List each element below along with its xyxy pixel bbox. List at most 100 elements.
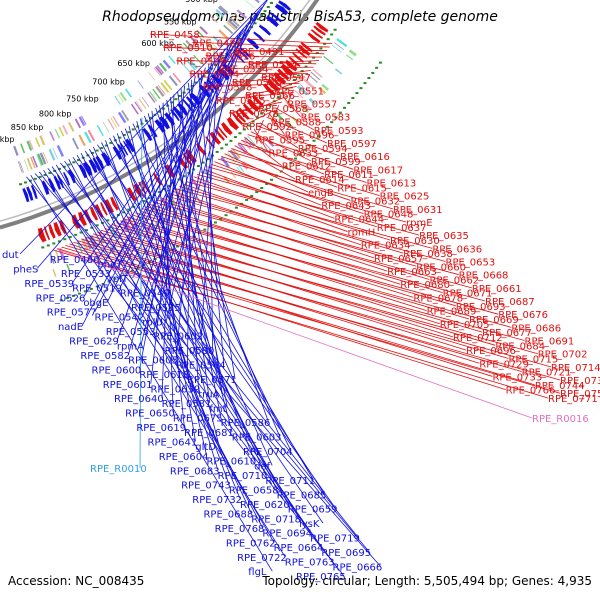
reverse-gene-label: RPE_0763 [285, 558, 335, 569]
forward-gene-label: RPE_0643 [321, 201, 371, 212]
dot-marker [95, 224, 99, 227]
reverse-cog-block [135, 100, 144, 112]
reverse-cog-block [96, 124, 104, 137]
reverse-gene-label: RPE_0695 [321, 548, 371, 559]
inner-cog-block [54, 128, 61, 139]
dot-marker [260, 14, 264, 17]
dot-marker [57, 167, 61, 170]
kbp-tick-label: 900 kbp [0, 135, 15, 144]
reverse-cog-block [130, 103, 139, 115]
forward-gene-label: RPE_0756 [560, 389, 600, 400]
forward-leader-line [217, 158, 393, 210]
forward-gene-label: RPE_0578 [229, 109, 279, 120]
dot-marker [48, 171, 52, 174]
forward-gene-label: RPE_0617 [353, 165, 403, 176]
forward-cog-block [273, 110, 284, 121]
outer-cog-block [66, 263, 71, 272]
forward-cog-block [334, 42, 345, 51]
reverse-gene-label: RPE_0619 [136, 423, 186, 434]
reverse-gene-label: RPE_0683 [170, 466, 220, 477]
kbp-tick-label: 750 kbp [66, 94, 99, 103]
forward-gene-label: RPE_0689 [427, 307, 477, 318]
reverse-leader-line [60, 162, 359, 538]
forward-leader-line [253, 128, 269, 153]
forward-cog-block [123, 218, 132, 231]
forward-gene-arrow [250, 94, 264, 108]
reverse-leader-line [167, 24, 248, 293]
kbp-tick-label: 700 kbp [92, 78, 125, 87]
dot-marker [300, 70, 304, 73]
reverse-gene-label: RPE_0610 [206, 457, 256, 468]
forward-leader-line [275, 107, 315, 131]
label-leader-lines [19, 0, 561, 577]
dot-marker [186, 88, 190, 91]
dot-marker [255, 116, 259, 119]
reverse-gene-arrow [142, 126, 154, 142]
dot-marker [90, 151, 94, 154]
dot-marker [95, 285, 99, 288]
reverse-leader-line [55, 164, 275, 543]
dot-marker [33, 177, 37, 180]
dot-marker [79, 231, 83, 234]
forward-gene-label: RPE_0771 [548, 394, 598, 405]
reverse-gene-arrow [189, 91, 202, 106]
forward-gene-label: RPE_0715 [508, 354, 558, 365]
dot-marker [224, 214, 228, 217]
dot-marker [170, 101, 174, 104]
forward-gene-label: RPE_0638 [403, 249, 453, 260]
reverse-cog-block [19, 161, 24, 173]
forward-gene-label: rpmH [348, 228, 376, 239]
forward-gene-label: RPE_0557 [287, 99, 337, 110]
inner-cog-block [80, 115, 87, 125]
forward-gene-label: RPE_0678 [413, 293, 463, 304]
forward-gene-label: RPE_0593 [314, 126, 364, 137]
reverse-gene-label: RPE_0688 [203, 510, 253, 521]
forward-gene-arrow [225, 116, 240, 132]
forward-leader-line [247, 60, 320, 65]
forward-cog-block [160, 197, 170, 210]
accession-text: Accession: NC_008435 [8, 574, 145, 588]
dot-marker [363, 82, 367, 85]
forward-gene-arrow [306, 32, 321, 44]
forward-gene-label: RPE_0551 [274, 86, 324, 97]
dot-marker [38, 175, 42, 178]
forward-gene-label: RPE_0524 [248, 60, 298, 71]
dot-marker [206, 158, 210, 161]
reverse-gene-label: dut [2, 250, 19, 261]
reverse-gene-arrow [41, 178, 50, 196]
dot-marker [238, 132, 242, 135]
forward-cog-block [94, 233, 101, 246]
reverse-cog-block [42, 151, 49, 164]
dot-marker [111, 216, 115, 219]
reverse-gene-label: lysK [299, 519, 320, 530]
inner-cog-block [215, 9, 225, 18]
reverse-cog-block [193, 54, 203, 65]
map-title: Rhodopseudomonas palustris BisA53, compl… [102, 9, 498, 25]
reverse-cog-block [26, 157, 33, 170]
forward-gene-label: RPE_0705 [440, 320, 490, 331]
reverse-cog-block [157, 84, 166, 95]
dot-marker [76, 159, 80, 162]
dot-marker [107, 280, 111, 283]
reverse-gene-label: RPE_0600 [92, 365, 142, 376]
dot-marker [268, 104, 272, 107]
dot-marker [59, 299, 63, 302]
dot-marker [62, 165, 66, 168]
forward-leader-line [65, 245, 535, 386]
reverse-gene-arrow [177, 101, 190, 116]
kbp-scale: 500 kbp 550 kbp 600 kbp 650 kbp 700 kbp 750 k… [0, 0, 218, 144]
forward-cog-block [220, 156, 230, 168]
dot-marker [321, 130, 325, 133]
inner-cog-block [218, 6, 227, 15]
dot-marker [215, 150, 219, 153]
inner-cog-block [159, 62, 168, 72]
inner-cog-block [182, 42, 191, 51]
reverse-gene-label: RPE_0618 [139, 370, 189, 381]
reverse-gene-label: RPE_0659 [288, 505, 338, 516]
dot-marker [46, 244, 50, 247]
dot-marker [312, 139, 316, 142]
dot-marker [157, 110, 161, 113]
reverse-gene-label: RPE_0732 [192, 495, 242, 506]
kbp-tick-label: 800 kbp [39, 110, 72, 119]
kbp-tick-label: 650 kbp [117, 59, 150, 68]
